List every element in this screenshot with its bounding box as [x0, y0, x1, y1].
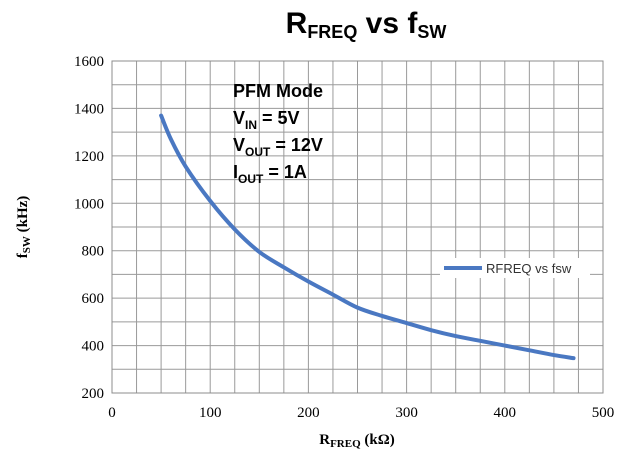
- legend: RFREQ vs fsw: [440, 258, 590, 278]
- annotation-line: PFM Mode: [233, 81, 323, 101]
- y-axis-label: fSW (kHz): [15, 196, 33, 259]
- chart-title: RFREQ vs fSW: [286, 7, 447, 42]
- x-tick-labels: 0 100 200 300 400 500: [108, 405, 614, 421]
- y-tick-label: 800: [82, 244, 105, 260]
- x-tick-label: 0: [108, 405, 116, 421]
- x-tick-label: 300: [395, 405, 418, 421]
- y-tick-labels: 200 400 600 800 1000 1200 1400 1600: [74, 54, 104, 402]
- series-line: [159, 113, 576, 361]
- x-axis-label: RFREQ (kΩ): [319, 432, 395, 450]
- grid: [111, 60, 604, 394]
- y-tick-label: 400: [82, 339, 105, 355]
- y-tick-label: 1000: [74, 196, 104, 212]
- series-group: [159, 113, 576, 361]
- x-tick-label: 500: [592, 405, 615, 421]
- y-tick-label: 1400: [74, 101, 104, 117]
- annotation-line: IOUT = 1A: [233, 162, 307, 186]
- plot-frame: [111, 60, 604, 394]
- legend-label: RFREQ vs fsw: [486, 261, 572, 276]
- annotation-line: VIN = 5V: [233, 108, 300, 132]
- y-tick-label: 1600: [74, 54, 104, 70]
- annotation-box: PFM Mode VIN = 5V VOUT = 12V IOUT = 1A: [233, 81, 323, 186]
- x-tick-label: 400: [494, 405, 517, 421]
- legend-background: [440, 258, 590, 278]
- y-tick-label: 1200: [74, 149, 104, 165]
- y-tick-label: 200: [82, 386, 105, 402]
- x-tick-label: 200: [297, 405, 320, 421]
- x-tick-label: 100: [199, 405, 222, 421]
- annotation-line: VOUT = 12V: [233, 135, 323, 159]
- y-tick-label: 600: [82, 291, 105, 307]
